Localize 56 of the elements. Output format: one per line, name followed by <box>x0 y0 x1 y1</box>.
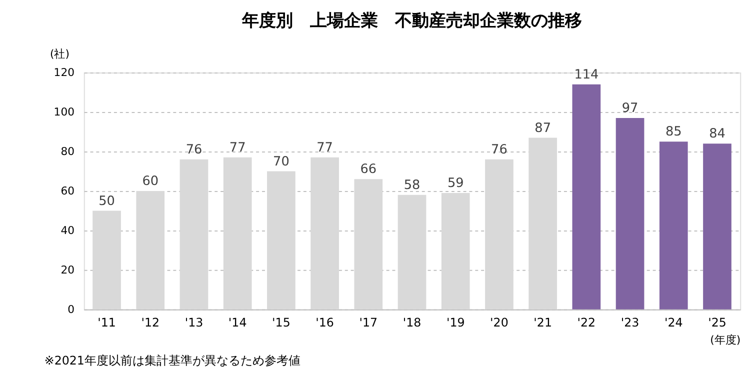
bar <box>223 157 252 310</box>
bar <box>398 194 426 310</box>
x-axis-title: (年度) <box>710 333 741 346</box>
y-tick-label: 60 <box>60 184 75 198</box>
x-tick-label: '20 <box>490 316 508 330</box>
data-label: 84 <box>709 126 726 142</box>
bar <box>528 138 557 310</box>
bar <box>441 192 470 310</box>
x-tick-label: '13 <box>184 316 204 330</box>
x-tick-label: '23 <box>620 316 640 330</box>
x-tick-label: '18 <box>402 316 422 330</box>
data-label: 77 <box>229 140 246 156</box>
x-tick-label: '24 <box>664 316 683 330</box>
y-tick-label: 100 <box>54 105 75 118</box>
data-label: 66 <box>360 162 377 178</box>
y-axis-title: (社) <box>50 47 70 60</box>
y-tick-label: 120 <box>54 66 75 80</box>
y-tick-label: 40 <box>60 224 75 237</box>
data-label: 70 <box>273 154 290 170</box>
x-tick-label: '17 <box>359 316 378 330</box>
bar <box>92 210 121 310</box>
data-label: 76 <box>491 142 508 158</box>
data-label: 114 <box>574 67 599 82</box>
x-tick-label: '11 <box>98 316 116 330</box>
x-tick-label: '22 <box>577 316 596 330</box>
data-label: 59 <box>447 176 464 192</box>
y-tick-label: 20 <box>60 263 75 276</box>
bar <box>572 84 601 310</box>
chart-title: 年度別 上場企業 不動産売却企業数の推移 <box>241 10 582 30</box>
bar <box>180 159 208 310</box>
data-label: 58 <box>404 178 420 194</box>
bar <box>310 157 339 310</box>
data-label: 50 <box>98 194 115 209</box>
data-label: 77 <box>316 140 333 156</box>
bar <box>485 159 514 310</box>
bar <box>616 118 644 310</box>
x-tick-label: '16 <box>316 316 334 330</box>
x-tick-label: '19 <box>446 316 465 330</box>
y-tick-label: 80 <box>60 144 75 158</box>
bar <box>136 190 165 310</box>
data-label: 87 <box>534 120 551 136</box>
data-label: 60 <box>142 174 159 190</box>
data-label: 76 <box>186 142 202 158</box>
text: ※2021年度以前は集計基準が異なるため参考値 <box>44 354 300 368</box>
bar <box>703 144 732 310</box>
x-tick-label: '21 <box>534 316 552 330</box>
bar <box>659 142 688 310</box>
y-tick-label: 0 <box>68 302 75 316</box>
x-tick-label: '15 <box>272 316 290 330</box>
x-tick-label: '12 <box>141 316 160 330</box>
x-tick-label: '25 <box>708 316 726 330</box>
bar <box>267 171 296 310</box>
x-tick-label: '14 <box>228 316 247 330</box>
bar <box>354 179 383 310</box>
data-label: 97 <box>622 101 638 116</box>
data-label: 85 <box>665 124 682 140</box>
